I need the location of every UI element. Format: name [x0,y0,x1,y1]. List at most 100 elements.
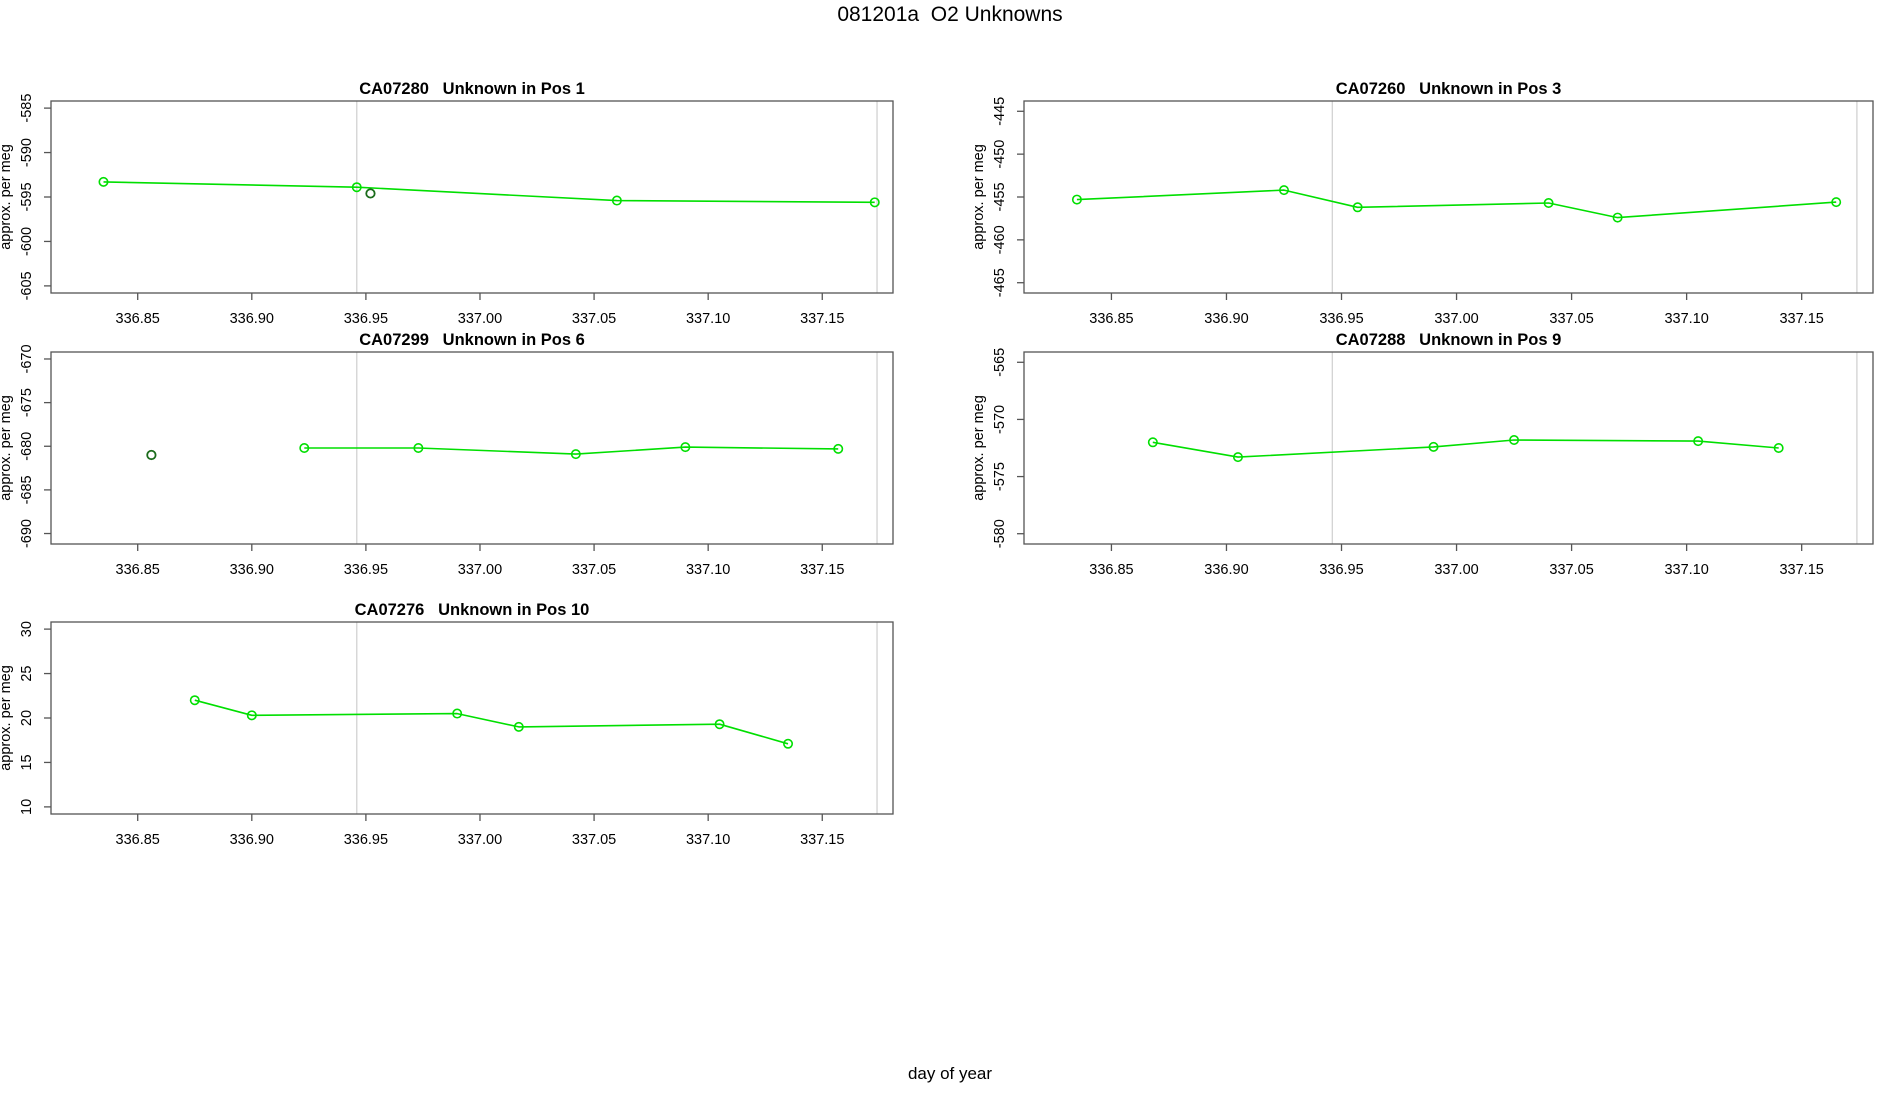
data-point-marker [1278,185,1289,196]
panel-CA07280: CA07280 Unknown in Pos 1 -585 -590 -595 -600… [0,80,894,327]
x-tick-label: 337.05 [572,311,616,327]
data-point-marker [1831,197,1842,208]
y-axis-title: approx. per meg [0,665,14,771]
y-tick-label: -690 [19,519,35,548]
data-point-marker [714,719,725,730]
x-tick-label: 336.85 [1089,562,1133,578]
y-tick-label: -565 [992,348,1008,377]
data-point-marker [833,443,844,454]
data-point-marker [1773,443,1784,454]
y-tick-label: 10 [19,799,35,815]
data-point-marker [1352,202,1363,213]
data-series-line [1076,189,1837,219]
y-tick-label: -465 [992,268,1008,297]
x-tick-label: 337.05 [572,562,616,578]
panel-title: CA07299 Unknown in Pos 6 [359,331,585,349]
x-tick-label: 336.95 [344,562,388,578]
y-tick-label: -590 [19,138,35,167]
data-series-line [103,181,875,204]
x-axis-label: day of year [907,1064,993,1083]
x-tick-label: 337.15 [1779,562,1823,578]
x-tick-label: 336.85 [116,562,160,578]
x-tick-label: 336.90 [1204,562,1248,578]
x-tick-label: 336.95 [344,311,388,327]
main-title: 081201a O2 Unknowns [837,3,1063,26]
x-tick-label: 337.15 [1779,311,1823,327]
x-tick-label: 337.05 [1549,311,1593,327]
x-tick-label: 337.15 [800,562,844,578]
data-point-marker [611,195,622,206]
panel-CA07276: CA07276 Unknown in Pos 10 30 25 20 15 10 appro… [0,601,894,848]
panel-title: CA07288 Unknown in Pos 9 [1336,331,1562,349]
y-tick-label: 30 [19,621,35,637]
data-point-marker [1612,212,1623,223]
data-point-marker [869,197,880,208]
y-tick-label: 15 [19,754,35,770]
y-tick-label: -450 [992,140,1008,169]
x-tick-label: 337.05 [1549,562,1593,578]
data-point-marker [513,721,524,732]
x-tick-label: 337.10 [686,832,730,848]
y-axis-title: approx. per meg [971,395,987,501]
y-tick-label: 25 [19,665,35,681]
data-point-marker [1232,452,1243,463]
data-point-marker [98,176,109,187]
outlier-point-marker [146,449,157,461]
plot-box [1023,100,1874,294]
x-tick-label: 336.95 [344,832,388,848]
data-point-marker [1693,436,1704,447]
x-tick-label: 337.15 [800,832,844,848]
data-point-marker [299,443,310,454]
panel-title: CA07280 Unknown in Pos 1 [359,80,585,98]
data-point-marker [1428,441,1439,452]
x-tick-label: 337.00 [1434,562,1478,578]
outlier-point-marker [365,188,376,199]
x-tick-label: 337.15 [800,311,844,327]
y-tick-label: -585 [19,94,35,123]
x-tick-label: 337.05 [572,832,616,848]
plot-box [50,621,894,815]
x-tick-label: 336.90 [230,562,274,578]
y-tick-label: -675 [19,388,35,417]
x-tick-label: 336.90 [230,311,274,327]
x-tick-label: 336.95 [1319,311,1363,327]
panel-title: CA07260 Unknown in Pos 3 [1336,80,1562,98]
x-tick-label: 337.10 [686,562,730,578]
data-series-line [304,446,839,455]
data-point-marker [1543,198,1554,209]
data-series-line [194,699,789,745]
x-tick-label: 336.85 [116,832,160,848]
x-tick-label: 336.90 [230,832,274,848]
data-point-marker [413,443,424,454]
plot-box [50,100,894,294]
data-point-marker [680,442,691,453]
data-point-marker [1147,437,1158,448]
data-point-marker [1509,435,1520,446]
data-point-marker [246,710,257,721]
data-point-marker [1071,194,1082,205]
data-point-marker [783,738,794,749]
y-tick-label: -445 [992,97,1008,126]
y-tick-label: -570 [992,405,1008,434]
x-tick-label: 337.00 [458,562,502,578]
x-tick-label: 337.10 [686,311,730,327]
y-axis-title: approx. per meg [0,144,14,250]
panel-title: CA07276 Unknown in Pos 10 [355,601,590,619]
panels-grid: CA07280 Unknown in Pos 1 -585 -590 -595 -600… [0,36,1900,896]
data-point-marker [570,449,581,460]
y-tick-label: -600 [19,227,35,256]
x-tick-label: 336.85 [1089,311,1133,327]
x-tick-label: 336.90 [1204,311,1248,327]
data-point-marker [351,182,362,193]
y-tick-label: -685 [19,475,35,504]
y-tick-label: -575 [992,462,1008,491]
plot-box [50,351,894,545]
x-tick-label: 336.85 [116,311,160,327]
data-point-marker [189,695,200,706]
panel-CA07260: CA07260 Unknown in Pos 3 -445 -450 -455 -460… [971,80,1874,327]
panel-CA07299: CA07299 Unknown in Pos 6 -670 -675 -680 -685… [0,331,894,578]
data-series-line [1152,439,1779,458]
y-tick-label: -595 [19,182,35,211]
y-axis-title: approx. per meg [0,395,14,501]
